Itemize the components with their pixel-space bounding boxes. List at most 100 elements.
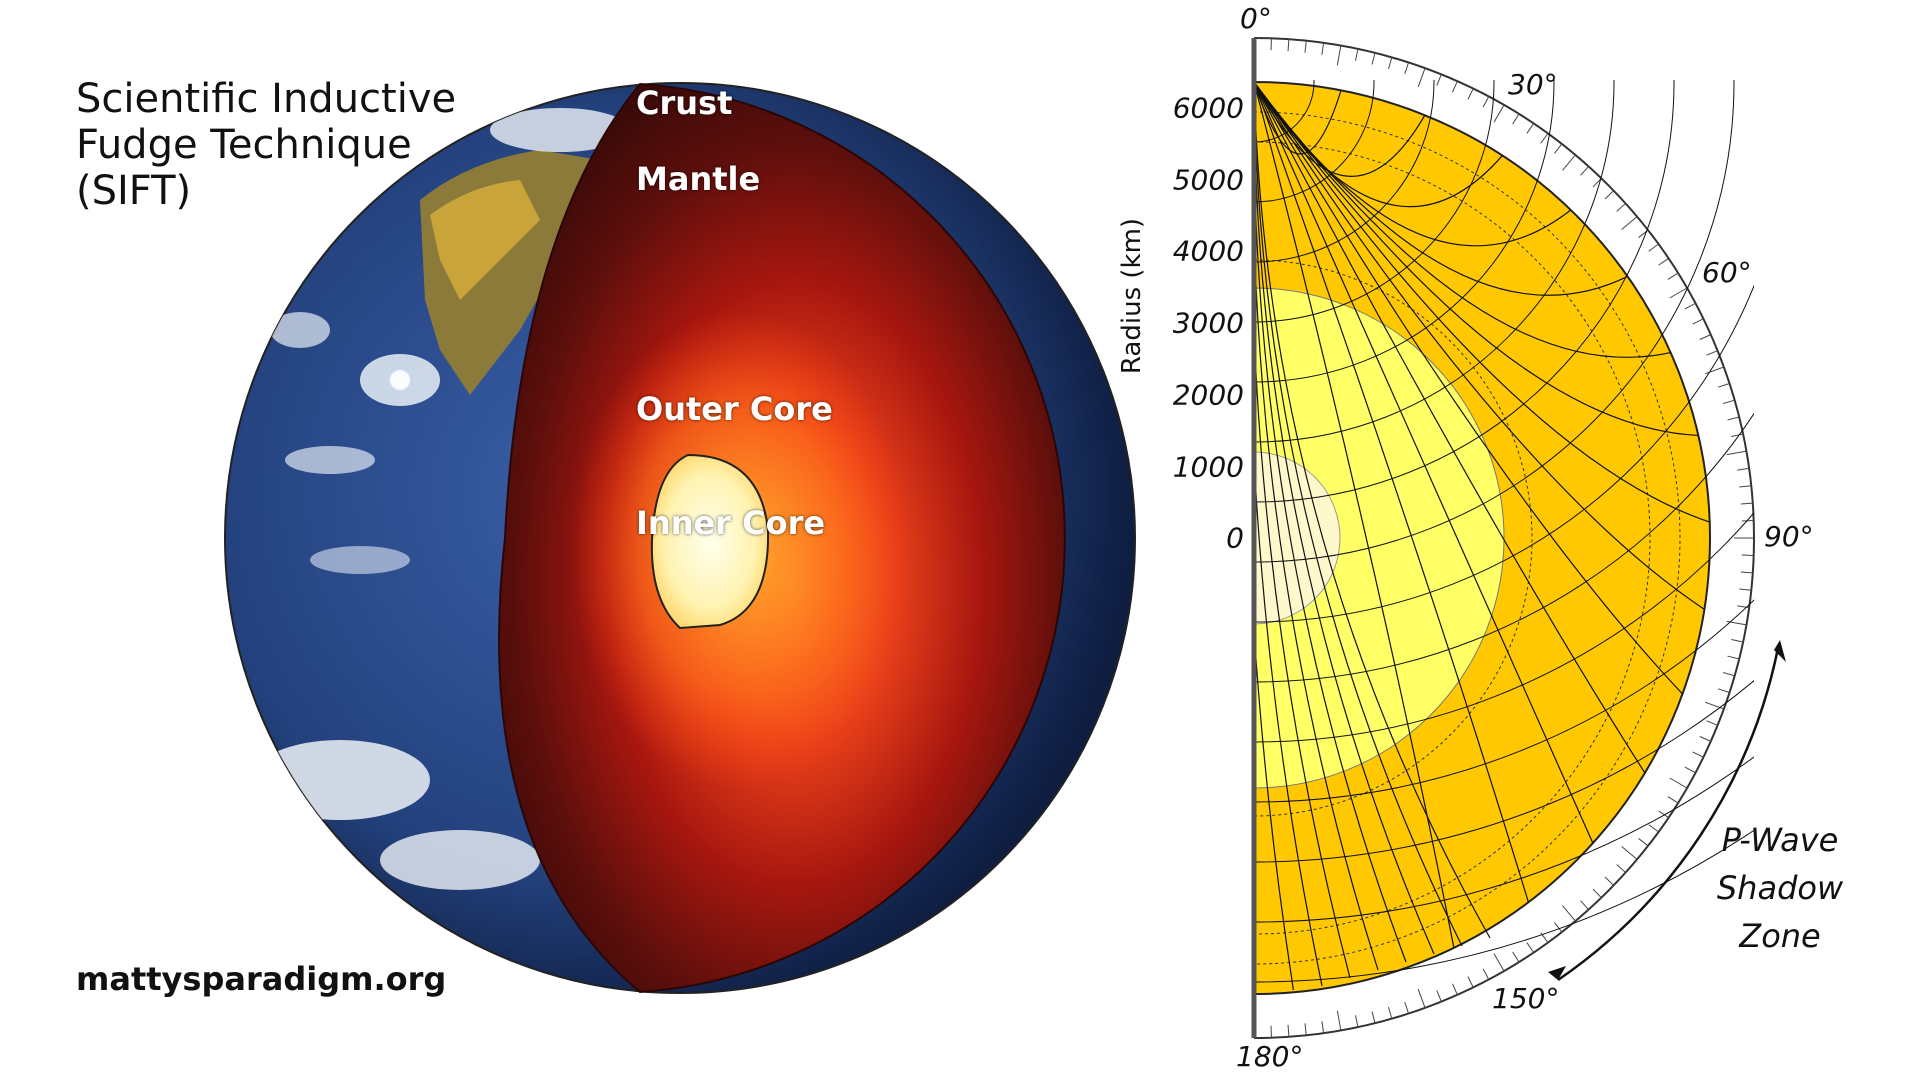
angle-tick	[1692, 751, 1704, 758]
angle-tick	[1658, 810, 1669, 819]
angle-tick	[1580, 900, 1589, 910]
angle-tick	[1706, 350, 1718, 356]
angle-label: 60°	[1702, 256, 1752, 289]
title-line-1: Scientific Inductive	[76, 76, 457, 122]
angle-tick	[1493, 953, 1505, 972]
wave-diagram	[1251, 37, 1786, 1039]
angle-tick	[1699, 334, 1711, 340]
angle-tick	[1648, 243, 1659, 252]
angle-tick	[1722, 672, 1735, 677]
angle-tick	[1704, 366, 1725, 375]
ray-path	[1254, 81, 1705, 610]
ray-path	[1254, 81, 1530, 903]
ray-path	[1254, 81, 1435, 955]
angle-tick	[1737, 605, 1750, 609]
angle-tick	[1482, 96, 1490, 108]
ray-path	[1254, 81, 1683, 695]
angle-tick	[1512, 113, 1520, 125]
radius-tick-label: 2000	[1172, 378, 1244, 412]
title-line-3: (SIFT)	[76, 168, 192, 214]
wavefront-arc	[1254, 80, 1495, 323]
angle-tick	[1452, 81, 1458, 93]
angle-tick	[1658, 257, 1669, 266]
angle-tick	[1604, 190, 1615, 200]
angle-tick	[1540, 133, 1549, 144]
angle-tick	[1592, 888, 1602, 899]
angle-tick	[1436, 990, 1442, 1002]
angle-tick	[1722, 399, 1735, 404]
shadow-zone-label: P-Wave Shadow Zone	[1710, 816, 1850, 960]
ray-path	[1254, 81, 1594, 844]
wavefront-arc	[1254, 80, 1675, 503]
angle-tick	[1727, 416, 1740, 421]
angle-tick	[1388, 57, 1393, 70]
angle-tick	[1737, 467, 1750, 471]
angle-tick	[1354, 1015, 1359, 1028]
angle-tick	[1388, 1006, 1393, 1019]
label-crust: Crust	[636, 84, 733, 122]
angle-tick	[1704, 701, 1725, 710]
angle-tick	[1512, 951, 1520, 963]
angle-label: 180°	[1236, 1040, 1304, 1073]
angle-tick	[1526, 942, 1535, 953]
angle-tick	[1354, 48, 1359, 61]
shadow-zone-arrow	[1557, 647, 1780, 982]
angle-tick	[1740, 571, 1753, 574]
ray-path	[1254, 82, 1379, 971]
radius-tick-label: 6000	[1172, 91, 1244, 125]
angle-tick	[1493, 104, 1505, 123]
ray-path	[1254, 81, 1699, 437]
radius-tick-label: 5000	[1172, 163, 1244, 197]
angle-tick	[1638, 838, 1649, 847]
angle-tick	[1452, 983, 1458, 995]
angle-tick	[1717, 383, 1730, 388]
label-inner-core: Inner Core	[636, 504, 826, 542]
angle-tick	[1562, 905, 1576, 922]
radius-axis-title: Radius (km)	[1117, 217, 1147, 375]
wavefront-arc	[1254, 80, 1615, 443]
angle-tick	[1336, 1010, 1342, 1031]
angle-tick	[1616, 864, 1626, 873]
angle-tick	[1554, 922, 1563, 933]
angle-tick	[1706, 720, 1718, 726]
angle-tick	[1417, 988, 1426, 1009]
ray-path	[1254, 81, 1628, 296]
angle-tick	[1684, 766, 1696, 774]
earth-globe	[224, 82, 1136, 994]
angle-tick	[1467, 88, 1474, 100]
angle-tick	[1667, 272, 1679, 280]
angle-tick	[1562, 154, 1576, 171]
angle-label: 0°	[1240, 2, 1272, 35]
radius-tick-label: 4000	[1172, 234, 1244, 268]
angle-tick	[1371, 52, 1376, 65]
angle-tick	[1731, 638, 1744, 643]
inner-core-shape	[650, 453, 770, 630]
angle-tick	[1482, 968, 1490, 980]
angle-label: 90°	[1764, 520, 1814, 553]
angle-tick	[1727, 655, 1740, 660]
ray-path	[1254, 81, 1671, 358]
label-mantle: Mantle	[636, 160, 761, 198]
angle-tick	[1669, 287, 1688, 299]
wavefront-arc	[1254, 80, 1315, 143]
radius-tick-label: 1000	[1172, 450, 1244, 484]
angle-tick	[1526, 123, 1535, 134]
angle-tick	[1669, 777, 1688, 789]
shadow-zone-line-2: Shadow	[1716, 869, 1844, 907]
ray-path	[1254, 81, 1455, 948]
inner-core-region	[1253, 451, 1341, 625]
angle-tick	[1436, 74, 1442, 86]
radius-tick-label: 0	[1226, 521, 1244, 555]
angle-tick	[1404, 1001, 1409, 1014]
angle-tick	[1287, 39, 1290, 52]
angle-tick	[1621, 846, 1638, 860]
angle-tick	[1621, 216, 1638, 230]
angle-tick	[1321, 1021, 1325, 1034]
angle-label: 150°	[1492, 982, 1560, 1015]
shadow-zone-line-1: P-Wave	[1721, 821, 1839, 859]
wavefronts	[1254, 80, 1754, 983]
angle-tick	[1592, 177, 1602, 188]
angle-tick	[1740, 502, 1753, 505]
angle-tick	[1371, 1011, 1376, 1024]
